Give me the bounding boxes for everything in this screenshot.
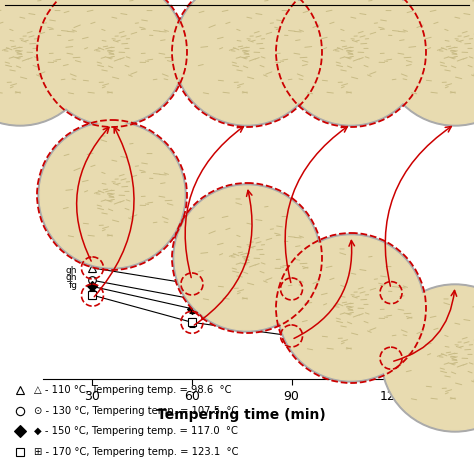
Circle shape [38,121,186,269]
Text: de: de [202,308,213,317]
Circle shape [381,284,474,432]
Text: f: f [202,294,205,303]
Text: gh: gh [66,273,77,282]
Circle shape [381,0,474,126]
Text: hi: hi [202,269,210,278]
Circle shape [383,0,474,124]
Text: ii: ii [72,253,77,262]
Circle shape [175,186,319,330]
Circle shape [279,0,423,124]
Text: f: f [401,278,404,287]
Circle shape [40,0,184,124]
Circle shape [173,0,321,126]
Text: c: c [301,322,307,331]
Text: f: f [202,284,205,293]
Text: gh: gh [66,266,77,275]
Circle shape [173,184,321,332]
Text: ⊙ - 130 °C, Tempering temp. = 107.5  °C: ⊙ - 130 °C, Tempering temp. = 107.5 °C [34,406,238,416]
Text: d: d [301,310,307,319]
Circle shape [0,0,92,124]
Circle shape [38,0,186,126]
Text: b: b [401,323,407,332]
Circle shape [277,234,425,382]
Circle shape [383,286,474,430]
Text: e: e [301,296,307,305]
Circle shape [175,0,319,124]
Text: △ - 110 °C, Tempering temp. = 98.6  °C: △ - 110 °C, Tempering temp. = 98.6 °C [34,385,232,395]
Text: a: a [401,344,407,353]
Text: fgh: fgh [301,274,316,283]
Circle shape [277,0,425,126]
Text: ⊞ - 170 °C, Tempering temp. = 123.1  °C: ⊞ - 170 °C, Tempering temp. = 123.1 °C [34,447,239,457]
Text: cd: cd [401,310,412,319]
Text: fg: fg [69,281,77,290]
X-axis label: Tempering time (min): Tempering time (min) [157,408,326,422]
Circle shape [0,0,94,126]
Text: ◆ - 150 °C, Tempering temp. = 117.0  °C: ◆ - 150 °C, Tempering temp. = 117.0 °C [34,427,238,437]
Circle shape [279,236,423,380]
Circle shape [40,123,184,267]
